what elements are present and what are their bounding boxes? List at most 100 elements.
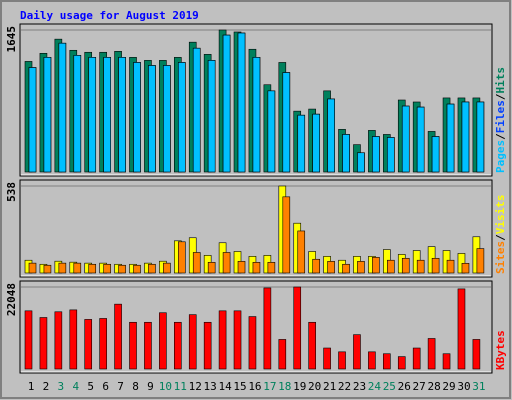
bar bbox=[39, 317, 48, 370]
bar bbox=[416, 106, 425, 173]
bar bbox=[58, 262, 67, 274]
bar bbox=[28, 262, 37, 274]
legend-entry: Sites bbox=[494, 241, 507, 274]
bar bbox=[327, 261, 335, 274]
bar bbox=[58, 42, 67, 173]
bar bbox=[267, 262, 276, 274]
x-tick-label: 17 bbox=[263, 380, 276, 393]
x-tick-label: 5 bbox=[87, 380, 94, 393]
x-tick-label: 11 bbox=[174, 380, 187, 393]
bar bbox=[416, 259, 425, 274]
bar bbox=[114, 303, 122, 370]
bar bbox=[118, 57, 126, 173]
chart-title: Daily usage for August 2019 bbox=[20, 9, 199, 22]
x-tick-label: 12 bbox=[189, 380, 202, 393]
bar bbox=[323, 347, 331, 370]
x-tick-label: 9 bbox=[147, 380, 154, 393]
x-tick-label: 27 bbox=[413, 380, 426, 393]
bar bbox=[357, 152, 365, 173]
x-tick-label: 22 bbox=[338, 380, 351, 393]
bar bbox=[476, 101, 485, 173]
bar bbox=[192, 47, 201, 173]
bar bbox=[338, 351, 346, 370]
x-tick-label: 14 bbox=[218, 380, 232, 393]
x-tick-label: 29 bbox=[442, 380, 455, 393]
bar bbox=[427, 338, 436, 370]
x-tick-label: 3 bbox=[58, 380, 65, 393]
bar bbox=[431, 257, 440, 274]
bar bbox=[99, 318, 107, 370]
bar bbox=[174, 321, 182, 370]
bar bbox=[218, 310, 227, 370]
bar bbox=[342, 263, 350, 274]
legend-separator: / bbox=[494, 234, 507, 241]
bar bbox=[308, 321, 316, 370]
bar bbox=[383, 353, 391, 370]
bar bbox=[73, 262, 82, 274]
legend-entry: Hits bbox=[494, 67, 507, 94]
y-tick-label: 1645 bbox=[5, 26, 18, 53]
bar bbox=[118, 264, 126, 274]
bar bbox=[372, 257, 380, 274]
x-tick-label: 16 bbox=[248, 380, 261, 393]
x-tick-label: 25 bbox=[383, 380, 396, 393]
bar bbox=[297, 230, 306, 274]
legend-entry: KBytes bbox=[494, 330, 507, 370]
bar bbox=[353, 334, 361, 370]
x-tick-label: 21 bbox=[323, 380, 336, 393]
x-tick-label: 13 bbox=[204, 380, 217, 393]
bar bbox=[84, 319, 93, 370]
y-tick-label: 538 bbox=[5, 182, 18, 202]
x-tick-label: 15 bbox=[233, 380, 246, 393]
legend-entry: Pages bbox=[494, 140, 507, 173]
bar bbox=[43, 264, 52, 274]
bar bbox=[472, 339, 481, 370]
bar bbox=[233, 310, 242, 370]
bar bbox=[237, 261, 246, 274]
bar bbox=[431, 136, 440, 173]
bar bbox=[222, 252, 231, 274]
bar bbox=[203, 321, 212, 370]
x-tick-label: 10 bbox=[159, 380, 172, 393]
bar bbox=[237, 32, 246, 173]
bar bbox=[28, 67, 37, 173]
bar bbox=[446, 103, 455, 173]
bar bbox=[457, 288, 466, 370]
legend-entry: Visits bbox=[494, 195, 507, 235]
bar bbox=[278, 339, 287, 370]
bar bbox=[267, 90, 276, 173]
x-tick-label: 30 bbox=[457, 380, 470, 393]
legend: Pages/Files/Hits bbox=[494, 67, 507, 173]
bar bbox=[357, 261, 365, 274]
bar bbox=[103, 263, 111, 274]
bar bbox=[401, 105, 410, 173]
x-tick-label: 8 bbox=[132, 380, 139, 393]
bar bbox=[401, 257, 410, 274]
bar bbox=[73, 55, 82, 173]
bar bbox=[133, 264, 141, 274]
bar bbox=[163, 262, 171, 274]
x-tick-label: 20 bbox=[308, 380, 321, 393]
bar bbox=[461, 262, 470, 274]
bar bbox=[387, 259, 395, 274]
bar bbox=[248, 316, 257, 370]
x-tick-label: 23 bbox=[353, 380, 366, 393]
bar bbox=[476, 248, 485, 274]
bar bbox=[188, 314, 197, 370]
bar bbox=[148, 65, 156, 173]
bar bbox=[442, 353, 451, 370]
bar bbox=[207, 60, 216, 173]
bar bbox=[207, 262, 216, 274]
bar bbox=[43, 57, 52, 173]
bar bbox=[327, 98, 335, 173]
x-tick-label: 18 bbox=[278, 380, 291, 393]
bar bbox=[397, 356, 406, 370]
bar bbox=[282, 72, 291, 173]
bar bbox=[461, 101, 470, 173]
bar bbox=[88, 263, 97, 274]
x-tick-label: 19 bbox=[293, 380, 306, 393]
x-tick-label: 1 bbox=[28, 380, 35, 393]
bar bbox=[312, 113, 320, 173]
